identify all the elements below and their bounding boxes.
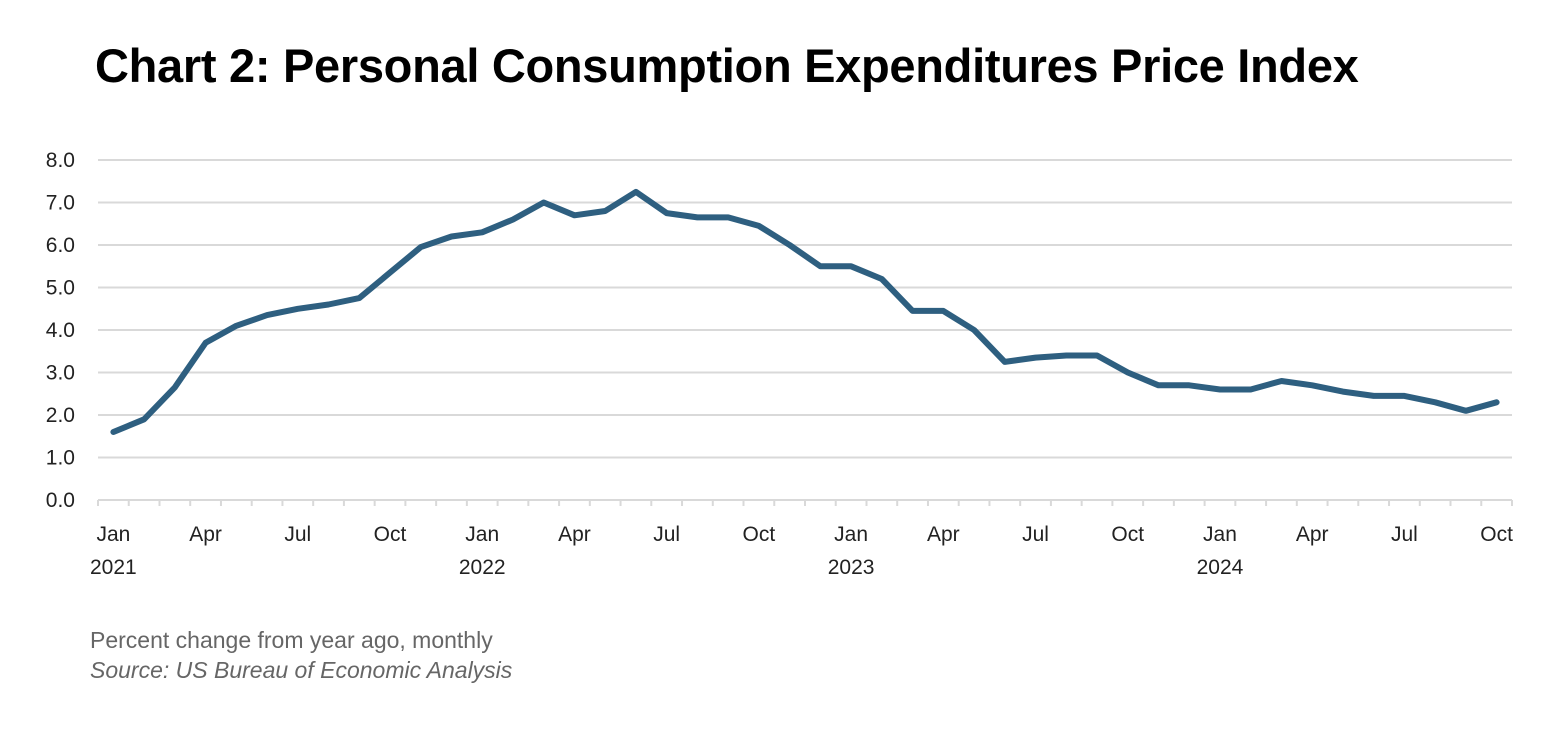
- x-tick-label-month: Oct: [1111, 523, 1144, 546]
- x-tick-label-month: Apr: [189, 523, 222, 546]
- x-tick-label-month: Oct: [1480, 523, 1513, 546]
- x-tick-label-month: Jul: [1391, 523, 1418, 546]
- x-tick-label-month: Jan: [465, 523, 499, 546]
- y-tick-label: 3.0: [46, 362, 75, 385]
- gridlines: [98, 159, 1512, 459]
- x-tick-label-month: Oct: [374, 523, 407, 546]
- x-axis: Jan 2021 Apr Jul Oct Jan 2022 Apr Jul Oct Jan 2023 A…: [90, 499, 1513, 579]
- x-tick-label-month: Jan: [1203, 523, 1237, 546]
- x-tick-label-month: Jan: [834, 523, 868, 546]
- y-tick-label: 2.0: [46, 404, 75, 427]
- x-tick-label-month: Jan: [96, 523, 130, 546]
- y-tick-label: 5.0: [46, 277, 75, 300]
- pce-line: [110, 188, 1500, 435]
- x-tick-label-month: Jul: [284, 523, 311, 546]
- y-tick-label: 0.0: [46, 489, 75, 512]
- chart-note: Percent change from year ago, monthly: [90, 627, 493, 653]
- x-tick-label-month: Apr: [1296, 523, 1329, 546]
- x-tick-label-month: Oct: [743, 523, 776, 546]
- line-chart: 0.0 1.0 2.0 3.0 4.0 5.0 6.0 7.0 8.0 Jan 2021 Apr Ju…: [46, 149, 1513, 579]
- x-tick-label-year: 2024: [1197, 556, 1244, 579]
- chart-title: Chart 2: Personal Consumption Expenditur…: [95, 39, 1359, 92]
- x-tick-label-year: 2021: [90, 556, 137, 579]
- x-tick-label-month: Jul: [653, 523, 680, 546]
- x-tick-label-year: 2023: [828, 556, 875, 579]
- y-axis-ticks: 0.0 1.0 2.0 3.0 4.0 5.0 6.0 7.0 8.0: [46, 149, 75, 512]
- y-tick-label: 6.0: [46, 234, 75, 257]
- x-tick-label-month: Apr: [558, 523, 591, 546]
- y-tick-label: 7.0: [46, 192, 75, 215]
- x-tick-label-month: Apr: [927, 523, 960, 546]
- series: [110, 188, 1500, 435]
- y-tick-label: 1.0: [46, 447, 75, 470]
- y-tick-label: 8.0: [46, 149, 75, 172]
- y-tick-label: 4.0: [46, 319, 75, 342]
- x-tick-label-month: Jul: [1022, 523, 1049, 546]
- chart-source: Source: US Bureau of Economic Analysis: [90, 657, 513, 683]
- x-tick-label-year: 2022: [459, 556, 506, 579]
